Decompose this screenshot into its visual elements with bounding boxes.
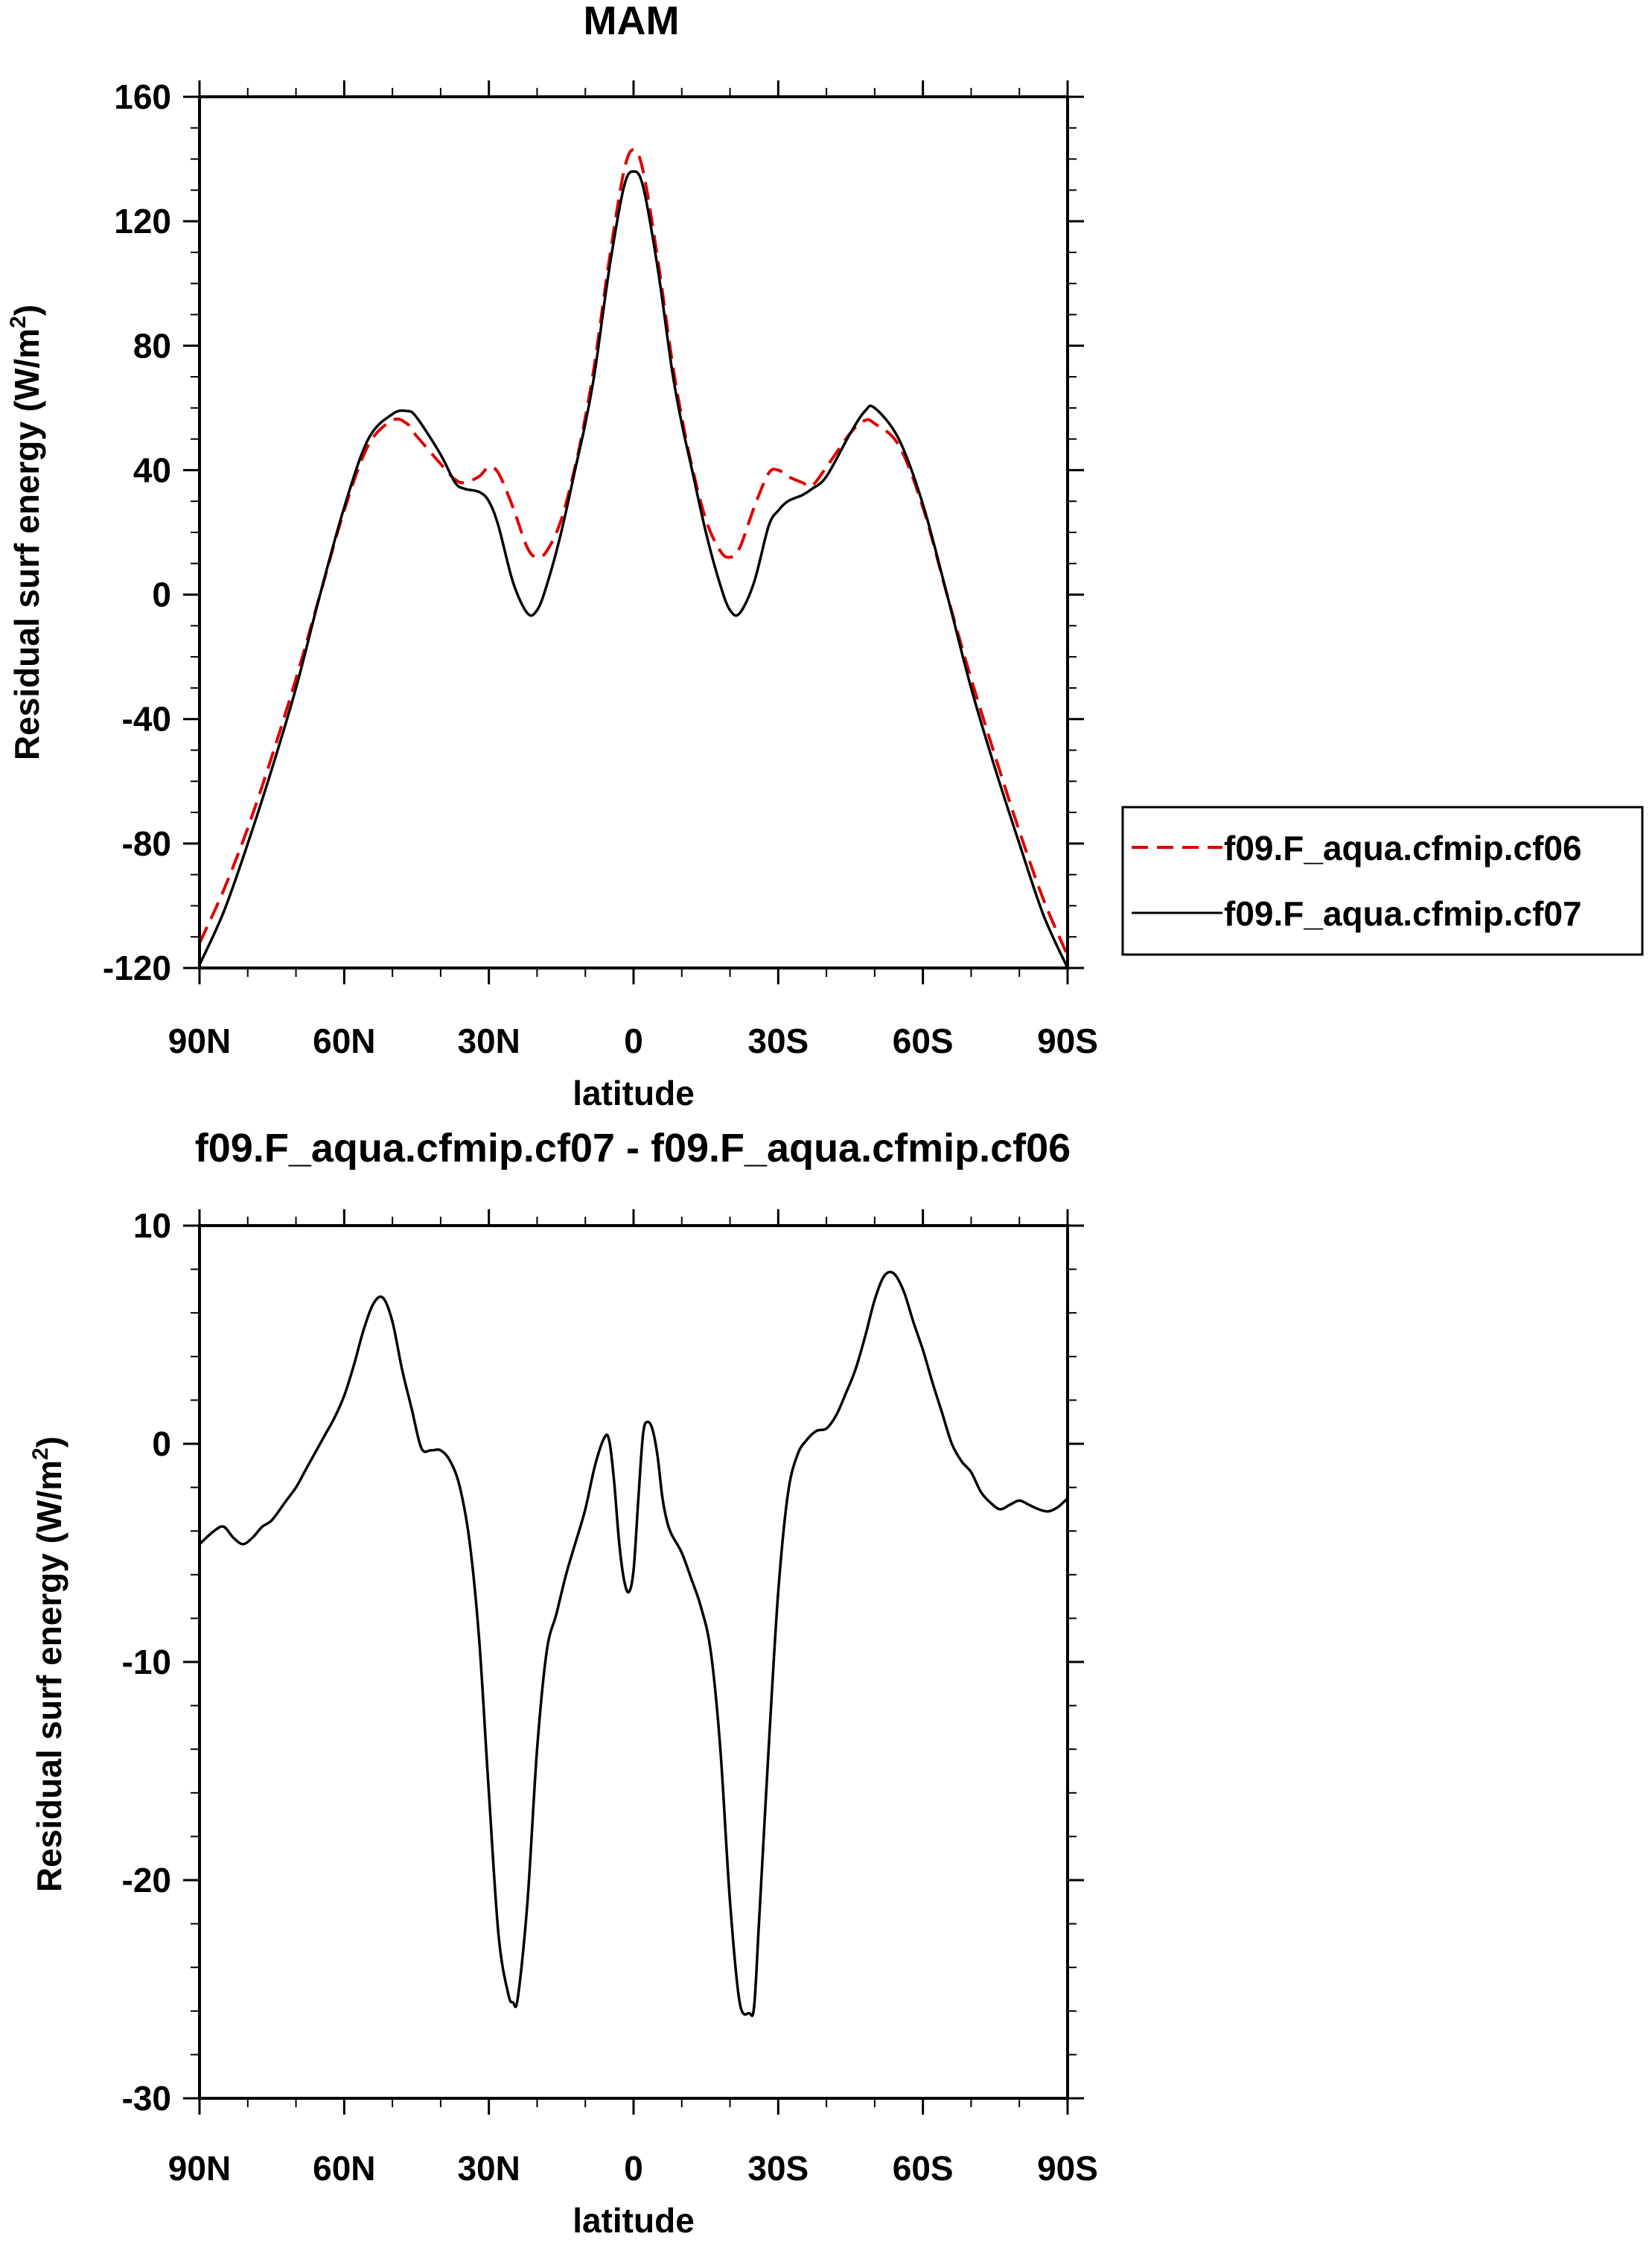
series-group-bottom — [198, 1270, 1069, 2017]
series-line-difference — [198, 1270, 1069, 2017]
y-tick-labels-bottom: -30 -20 -10 0 10 — [122, 1206, 171, 2118]
x-tick-label: 30N — [457, 1022, 520, 1060]
y-tick-labels-top: -120 -80 -40 0 40 80 120 160 — [103, 77, 171, 987]
x-tick-label: 90N — [168, 2149, 231, 2188]
legend-label-cf06: f09.F_aqua.cfmip.cf06 — [1224, 829, 1582, 867]
plot-frame-top — [198, 95, 1069, 969]
x-tick-label: 60N — [313, 1022, 375, 1060]
ticks-top — [183, 80, 1084, 984]
y-tick-label: 80 — [133, 326, 171, 365]
x-tick-label: 90S — [1037, 1022, 1098, 1060]
y-axis-label-top-main: Residual surf energy (W/m — [7, 328, 46, 760]
x-tick-label: 0 — [624, 2149, 643, 2188]
x-tick-label: 90N — [168, 1022, 231, 1060]
x-tick-label: 60N — [313, 2149, 375, 2188]
x-tick-label: 30S — [747, 2149, 809, 2188]
x-tick-label: 30N — [457, 2149, 520, 2188]
y-axis-label-top: Residual surf energy (W/m2) — [6, 305, 46, 760]
chart-title-top: MAM — [584, 0, 680, 43]
x-tick-label: 60S — [893, 2149, 954, 2188]
y-tick-label: -30 — [122, 2079, 171, 2118]
plot-frame-bottom — [198, 1224, 1069, 2100]
panel-top: MAM -120 -80 -40 0 40 80 120 160 90N 60N 30N 0 30S 6… — [6, 0, 1644, 1112]
y-axis-label-top-close: ) — [7, 305, 46, 316]
y-tick-label: 10 — [133, 1206, 171, 1245]
legend-label-cf07: f09.F_aqua.cfmip.cf07 — [1224, 894, 1582, 933]
y-axis-label-bottom-sup: 2 — [28, 1448, 53, 1460]
y-axis-label-top-sup: 2 — [6, 316, 31, 328]
y-tick-label: -40 — [122, 700, 171, 739]
x-axis-label-bottom: latitude — [573, 2201, 695, 2240]
legend-box — [1121, 806, 1644, 956]
series-line-f09-f-aqua-cfmip-cf07 — [198, 170, 1069, 969]
y-tick-label: 0 — [152, 576, 171, 614]
y-tick-label: 40 — [133, 450, 171, 489]
chart-title-bottom: f09.F_aqua.cfmip.cf07 - f09.F_aqua.cfmip… — [195, 1126, 1071, 1171]
x-tick-label: 30S — [747, 1022, 809, 1060]
series-group-top — [198, 148, 1069, 969]
y-tick-label: -10 — [122, 1643, 171, 1681]
y-tick-label: 120 — [114, 202, 171, 241]
series-line-f09-f-aqua-cfmip-cf06 — [198, 148, 1069, 957]
x-tick-label: 60S — [893, 1022, 954, 1060]
y-axis-label-bottom-close: ) — [30, 1436, 68, 1448]
y-axis-label-bottom-main: Residual surf energy (W/m — [30, 1460, 68, 1892]
y-tick-label: 0 — [152, 1424, 171, 1463]
x-tick-labels-bottom: 90N 60N 30N 0 30S 60S 90S — [168, 2149, 1098, 2188]
ticks-bottom — [183, 1209, 1084, 2115]
y-axis-label-bottom: Residual surf energy (W/m2) — [28, 1436, 68, 1892]
x-tick-labels-top: 90N 60N 30N 0 30S 60S 90S — [168, 1022, 1098, 1060]
panel-bottom: f09.F_aqua.cfmip.cf07 - f09.F_aqua.cfmip… — [28, 1126, 1098, 2240]
y-tick-label: -120 — [103, 949, 171, 987]
legend: f09.F_aqua.cfmip.cf06 f09.F_aqua.cfmip.c… — [1121, 806, 1644, 956]
x-tick-label: 90S — [1037, 2149, 1098, 2188]
x-axis-label-top: latitude — [573, 1074, 695, 1112]
x-tick-label: 0 — [624, 1022, 643, 1060]
y-tick-label: -80 — [122, 824, 171, 863]
y-tick-label: -20 — [122, 1861, 171, 1899]
y-tick-label: 160 — [114, 77, 171, 116]
